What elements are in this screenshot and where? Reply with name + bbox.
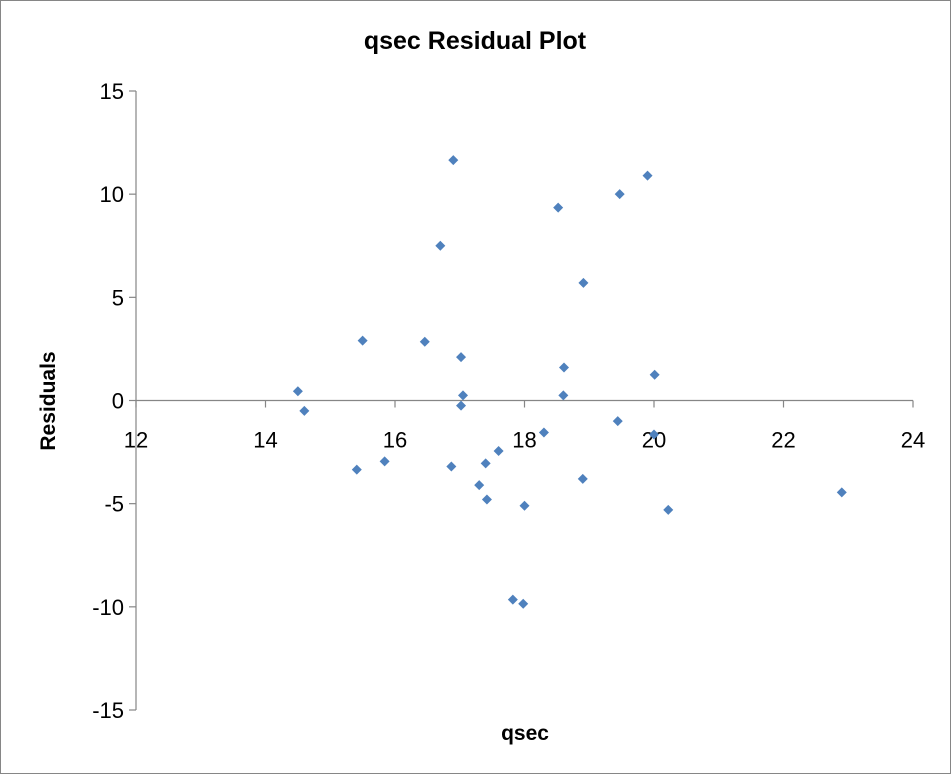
data-point [663,504,674,515]
data-point [480,458,491,469]
data-point [379,456,390,467]
data-point [553,202,564,213]
y-tick-label: -10 [92,595,124,620]
data-point [448,155,459,166]
data-point [612,416,623,427]
data-point [457,390,468,401]
y-tick-label: -15 [92,698,124,723]
data-point [538,427,549,438]
data-point [836,487,847,498]
chart-title: qsec Residual Plot [364,27,587,55]
data-point [419,336,430,347]
data-point [446,461,457,472]
data-point [435,240,446,251]
data-point [507,594,518,605]
y-tick-label: 0 [112,389,124,414]
data-point [493,446,504,457]
x-tick-label: 16 [383,428,407,453]
data-point [577,473,588,484]
data-point [481,494,492,505]
x-tick-label: 18 [512,428,536,453]
data-point [357,335,368,346]
y-axis-title: Residuals [37,351,60,450]
x-tick-label: 22 [771,428,795,453]
y-tick-label: 15 [100,79,124,104]
data-point [474,480,485,491]
y-tick-label: 10 [100,182,124,207]
data-point [351,464,362,475]
data-point [456,400,467,411]
data-point [642,170,653,181]
data-point [456,352,467,363]
x-tick-label: 14 [253,428,277,453]
data-point [299,405,310,416]
x-axis-title: qsec [501,722,549,745]
x-tick-label: 12 [124,428,148,453]
data-point [558,362,569,373]
data-point [649,369,660,380]
data-point [649,429,659,440]
data-point [518,598,529,609]
x-tick-label: 24 [901,428,925,453]
data-point [519,500,530,511]
data-point [558,390,569,401]
y-tick-label: -5 [104,492,124,517]
data-point [578,277,589,288]
y-tick-label: 5 [112,285,124,310]
data-points [292,155,847,609]
data-point [614,189,625,200]
data-point [292,386,303,397]
